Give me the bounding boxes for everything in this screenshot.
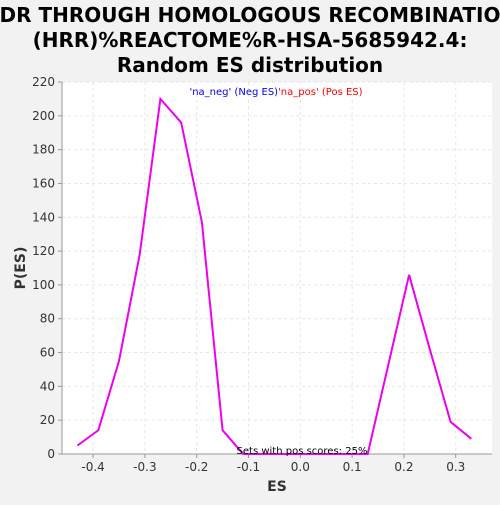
x-tick-label: -0.1 (237, 460, 260, 474)
y-tick-label: 200 (32, 109, 55, 123)
legend: 'na_neg' (Neg ES)'na_pos' (Pos ES) (189, 87, 362, 98)
x-tick-label: -0.2 (185, 460, 208, 474)
y-tick-label: 120 (32, 244, 55, 258)
chart-title: HDR THROUGH HOMOLOGOUS RECOMBINATION (HR… (0, 3, 500, 77)
legend-entry-neg: 'na_neg' (Neg ES) (189, 87, 278, 98)
y-tick-label: 60 (40, 346, 55, 360)
x-tick-label: -0.4 (81, 460, 104, 474)
chart-title-line-1: HDR THROUGH HOMOLOGOUS RECOMBINATION (0, 3, 500, 27)
y-tick-label: 0 (47, 447, 55, 461)
series-line (76, 96, 472, 455)
y-tick-label: 180 (32, 143, 55, 157)
y-tick-label: 160 (32, 176, 55, 190)
x-axis-label: ES (267, 479, 287, 495)
y-axis-label: P(ES) (13, 247, 29, 290)
plot-area (62, 82, 492, 454)
chart-title-line-3: Random ES distribution (117, 53, 383, 77)
x-tick-label: 0.3 (446, 460, 465, 474)
y-tick-label: 40 (40, 379, 55, 393)
x-tick-label: -0.3 (133, 460, 156, 474)
y-tick-label: 220 (32, 75, 55, 89)
y-tick-label: 140 (32, 210, 55, 224)
x-tick-label: 0.2 (394, 460, 413, 474)
y-tick-label: 20 (40, 413, 55, 427)
chart-title-line-2: (HRR)%REACTOME%R-HSA-5685942.4: (33, 28, 468, 52)
x-tick-label: 0.0 (291, 460, 310, 474)
tick-labels: 0 20 40 60 80 100 120 140 160 180 200 220 -0.4 -0.3 -0… (32, 75, 465, 474)
pos-scores-annotation: Sets with pos scores: 25% (237, 446, 368, 457)
x-tick-label: 0.1 (343, 460, 362, 474)
grid-lines (62, 81, 492, 455)
y-tick-label: 100 (32, 278, 55, 292)
y-tick-label: 80 (40, 312, 55, 326)
legend-text: 'na_neg' (Neg ES)'na_pos' (Pos ES) (189, 87, 362, 98)
legend-entry-pos: 'na_pos' (Pos ES) (278, 87, 363, 98)
data-series (76, 96, 472, 455)
